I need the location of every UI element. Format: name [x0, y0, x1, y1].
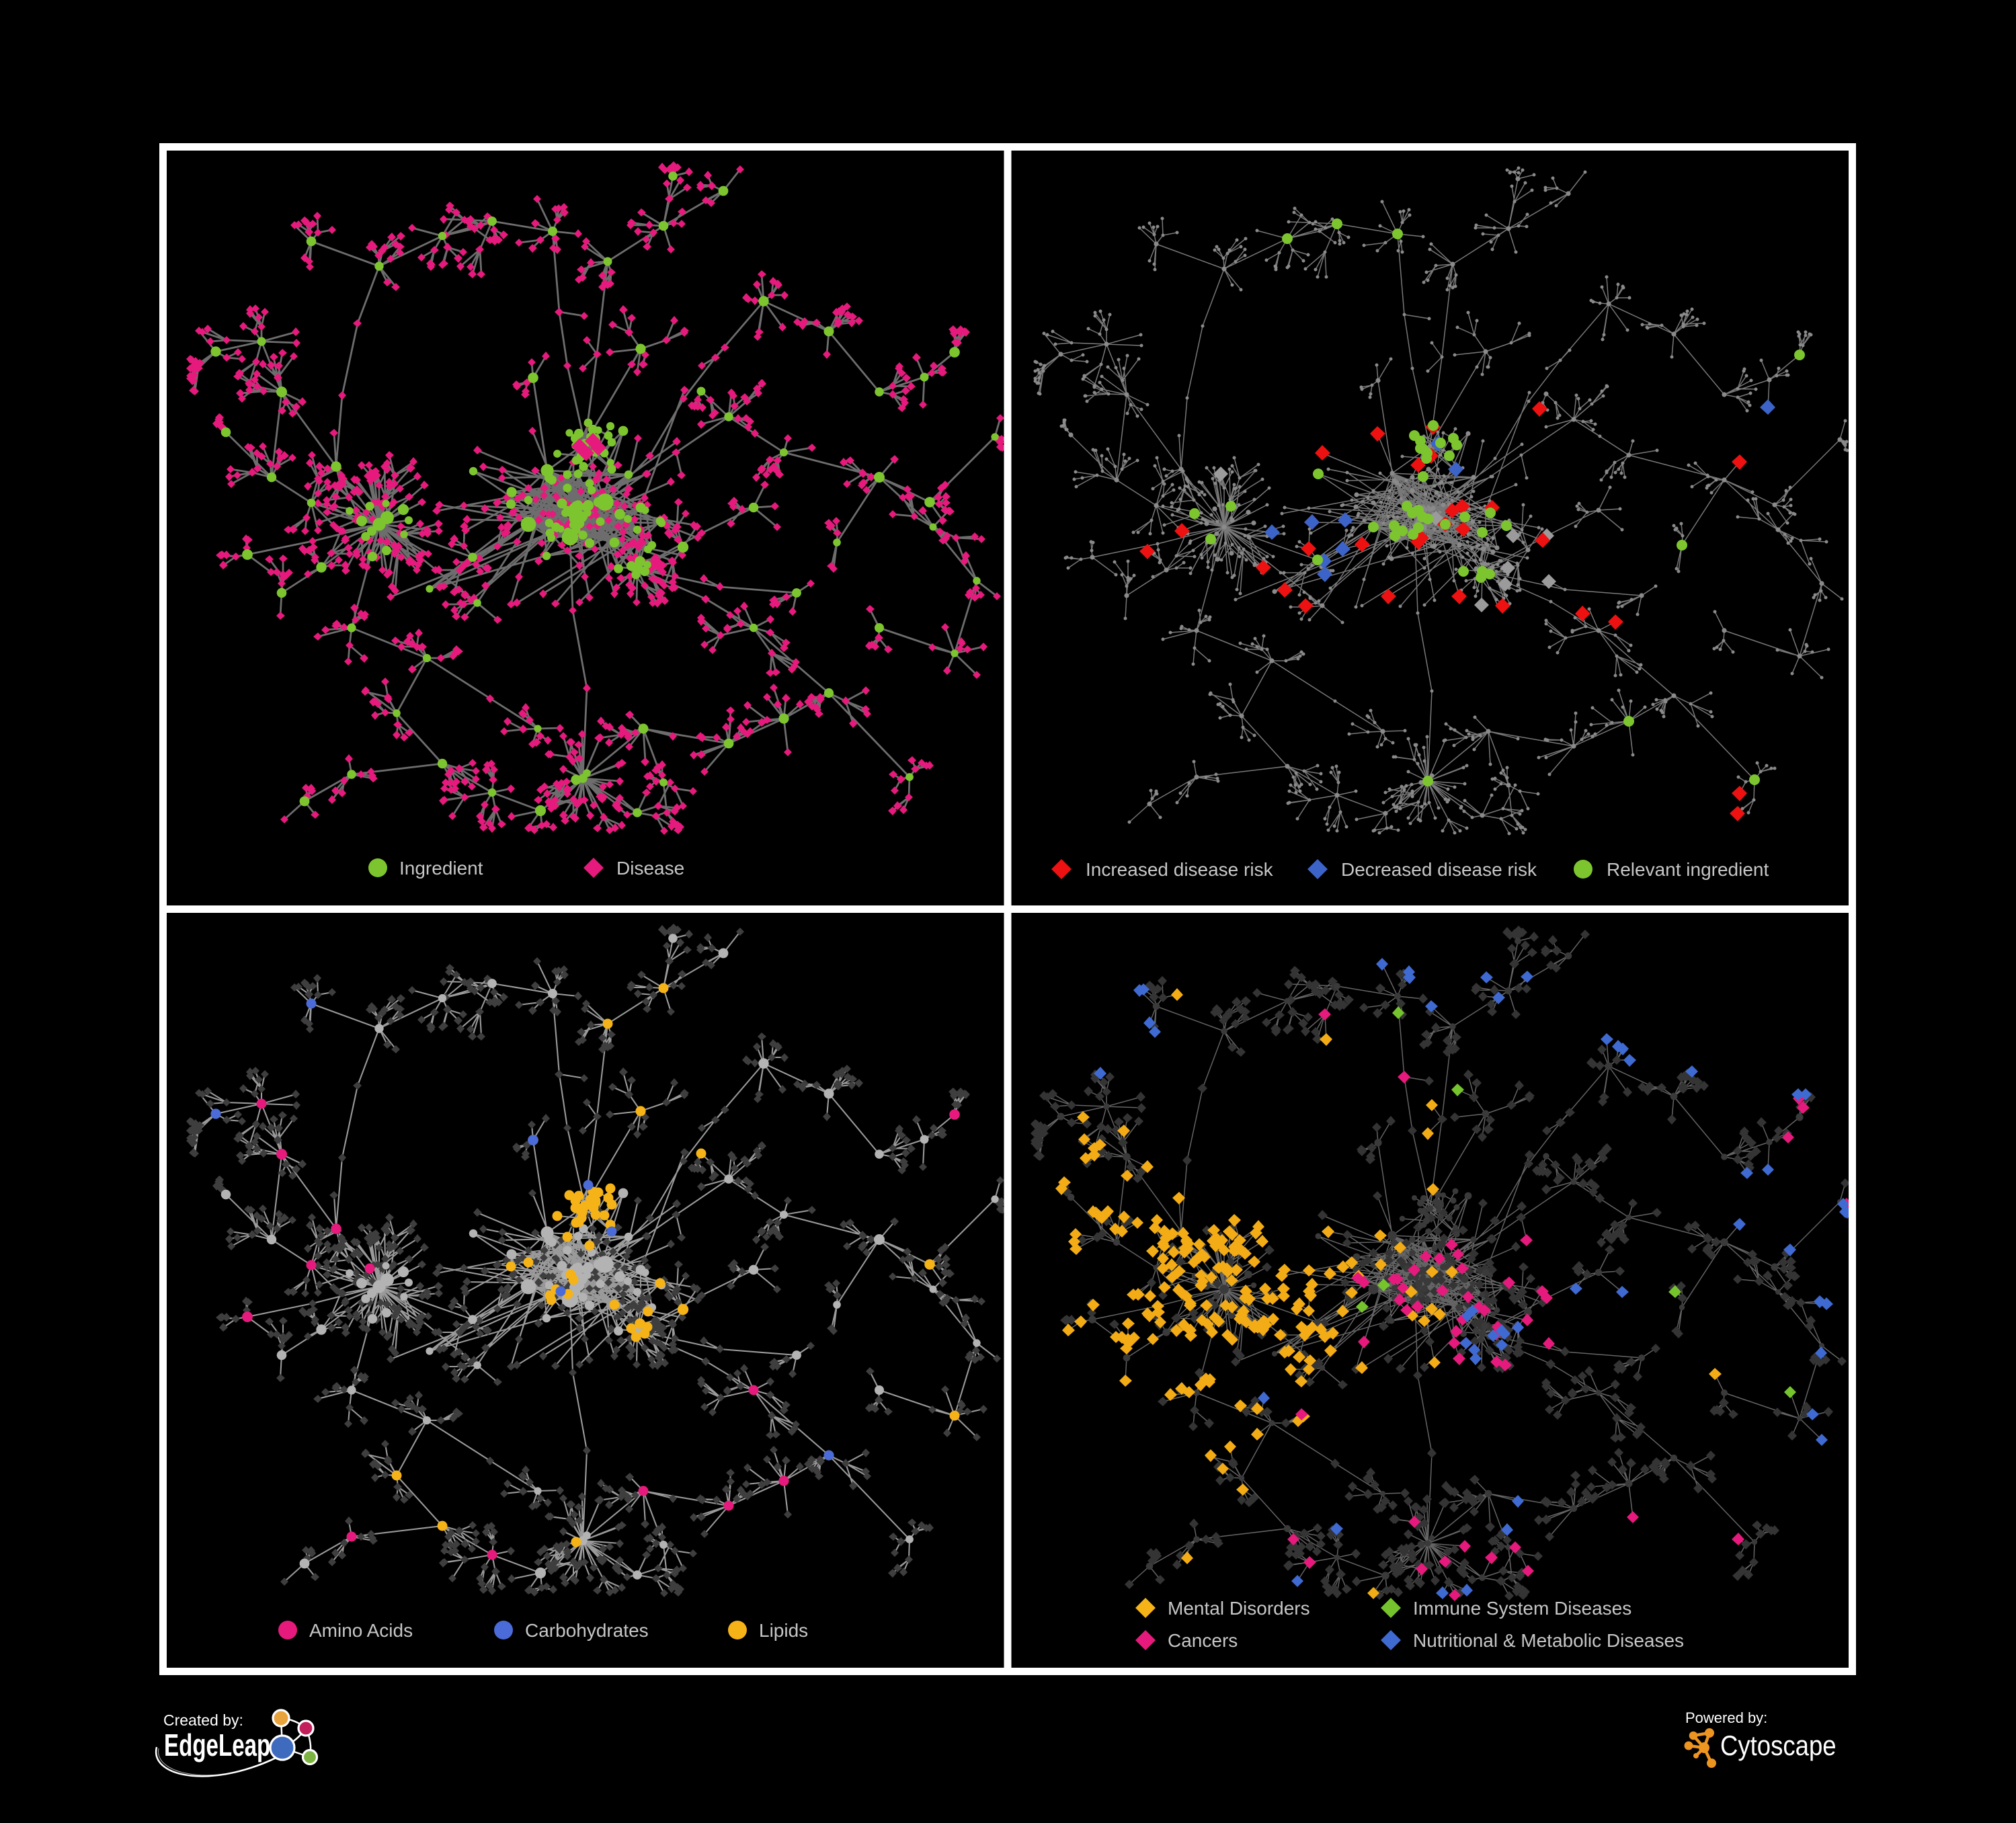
- svg-text:Nutritional & Metabolic Diseas: Nutritional & Metabolic Diseases: [1413, 1630, 1684, 1651]
- svg-text:Created by:: Created by:: [163, 1711, 243, 1729]
- svg-text:EdgeLeap: EdgeLeap: [164, 1729, 270, 1763]
- svg-text:Powered by:: Powered by:: [1685, 1709, 1767, 1726]
- svg-text:Increased disease risk: Increased disease risk: [1086, 859, 1274, 880]
- svg-text:Amino Acids: Amino Acids: [309, 1620, 413, 1641]
- svg-text:Cancers: Cancers: [1168, 1630, 1238, 1651]
- svg-text:Disease: Disease: [616, 858, 684, 879]
- svg-text:Decreased disease risk: Decreased disease risk: [1341, 859, 1537, 880]
- svg-text:Immune System Diseases: Immune System Diseases: [1413, 1598, 1631, 1619]
- svg-text:Cytoscape: Cytoscape: [1720, 1730, 1837, 1762]
- svg-text:Mental Disorders: Mental Disorders: [1168, 1598, 1310, 1619]
- svg-text:Ingredient: Ingredient: [399, 858, 483, 879]
- svg-text:Carbohydrates: Carbohydrates: [525, 1620, 649, 1641]
- svg-text:Lipids: Lipids: [759, 1620, 808, 1641]
- svg-text:Relevant ingredient: Relevant ingredient: [1607, 859, 1769, 880]
